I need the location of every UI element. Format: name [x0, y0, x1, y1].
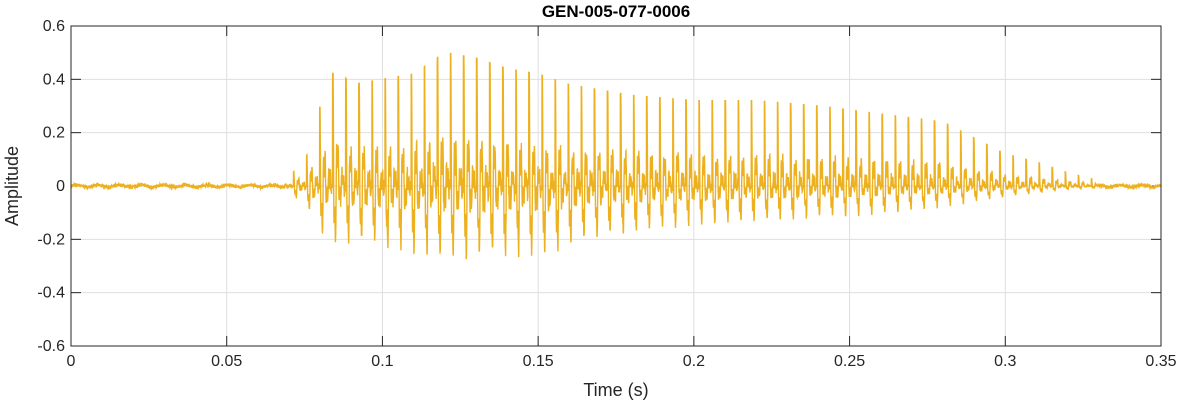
x-axis-ticks: 0 0.05 0.1 0.15 0.2 0.25 0.3 0.35: [67, 26, 1177, 370]
x-tick-label: 0.1: [371, 353, 393, 370]
y-tick-label: 0.2: [43, 125, 65, 142]
x-axis-label: Time (s): [583, 380, 648, 400]
y-axis-label: Amplitude: [2, 146, 22, 226]
plot-clip-group: [71, 52, 1161, 260]
y-tick-label: 0: [56, 178, 65, 195]
y-tick-label: 0.4: [43, 71, 65, 88]
y-tick-label: -0.4: [37, 285, 65, 302]
x-tick-label: 0.15: [523, 353, 554, 370]
y-axis-ticks: -0.6 -0.4 -0.2 0 0.2 0.4 0.6: [37, 18, 1161, 355]
x-tick-label: 0.2: [683, 353, 705, 370]
x-tick-label: 0: [67, 353, 76, 370]
plot-frame: [70, 25, 1162, 347]
x-tick-label: 0.35: [1145, 353, 1176, 370]
x-tick-label: 0.3: [994, 353, 1016, 370]
y-tick-label: 0.6: [43, 18, 65, 35]
y-tick-label: -0.6: [37, 338, 65, 355]
waveform-line: [71, 52, 1161, 260]
x-tick-label: 0.25: [834, 353, 865, 370]
y-tick-label: -0.2: [37, 231, 65, 248]
x-tick-label: 0.05: [211, 353, 242, 370]
chart-title: GEN-005-077-0006: [542, 2, 690, 21]
